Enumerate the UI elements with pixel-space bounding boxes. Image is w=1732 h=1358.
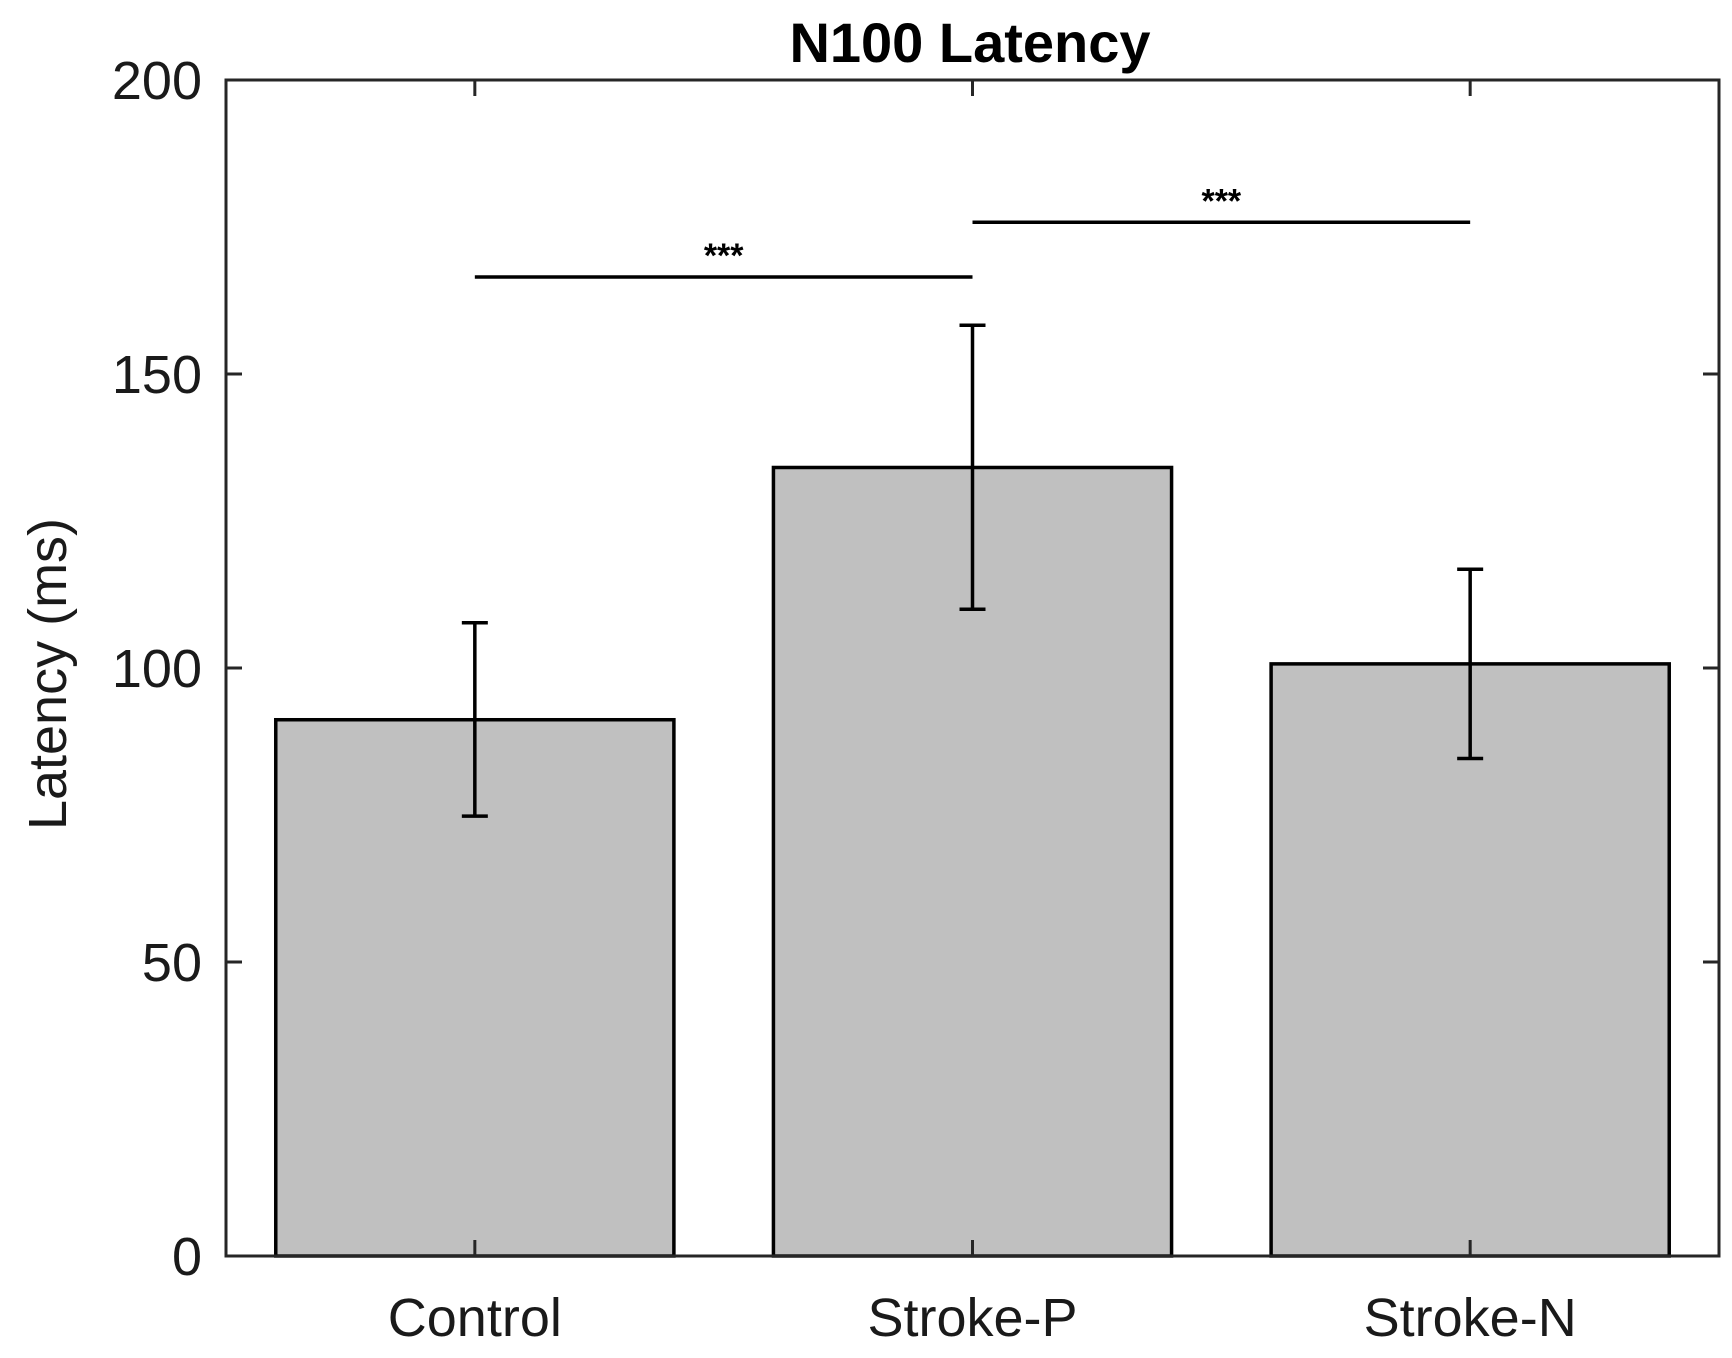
plot-area: 0 50 100 150 200 Control Stroke-P Stroke-N *** **…	[112, 51, 1721, 1348]
significance-label: ***	[704, 237, 744, 275]
x-tick-label: Stroke-P	[867, 1288, 1077, 1348]
y-tick-label: 50	[142, 933, 202, 993]
y-tick-label: 150	[112, 345, 202, 405]
chart-title: N100 Latency	[789, 11, 1150, 74]
y-tick-label: 0	[172, 1227, 202, 1287]
significance-label: ***	[1201, 182, 1241, 220]
x-tick-label: Stroke-N	[1364, 1288, 1577, 1348]
y-axis-label: Latency (ms)	[18, 518, 78, 830]
y-tick-label: 100	[112, 639, 202, 699]
y-tick-label: 200	[112, 51, 202, 111]
x-tick-label: Control	[388, 1288, 562, 1348]
